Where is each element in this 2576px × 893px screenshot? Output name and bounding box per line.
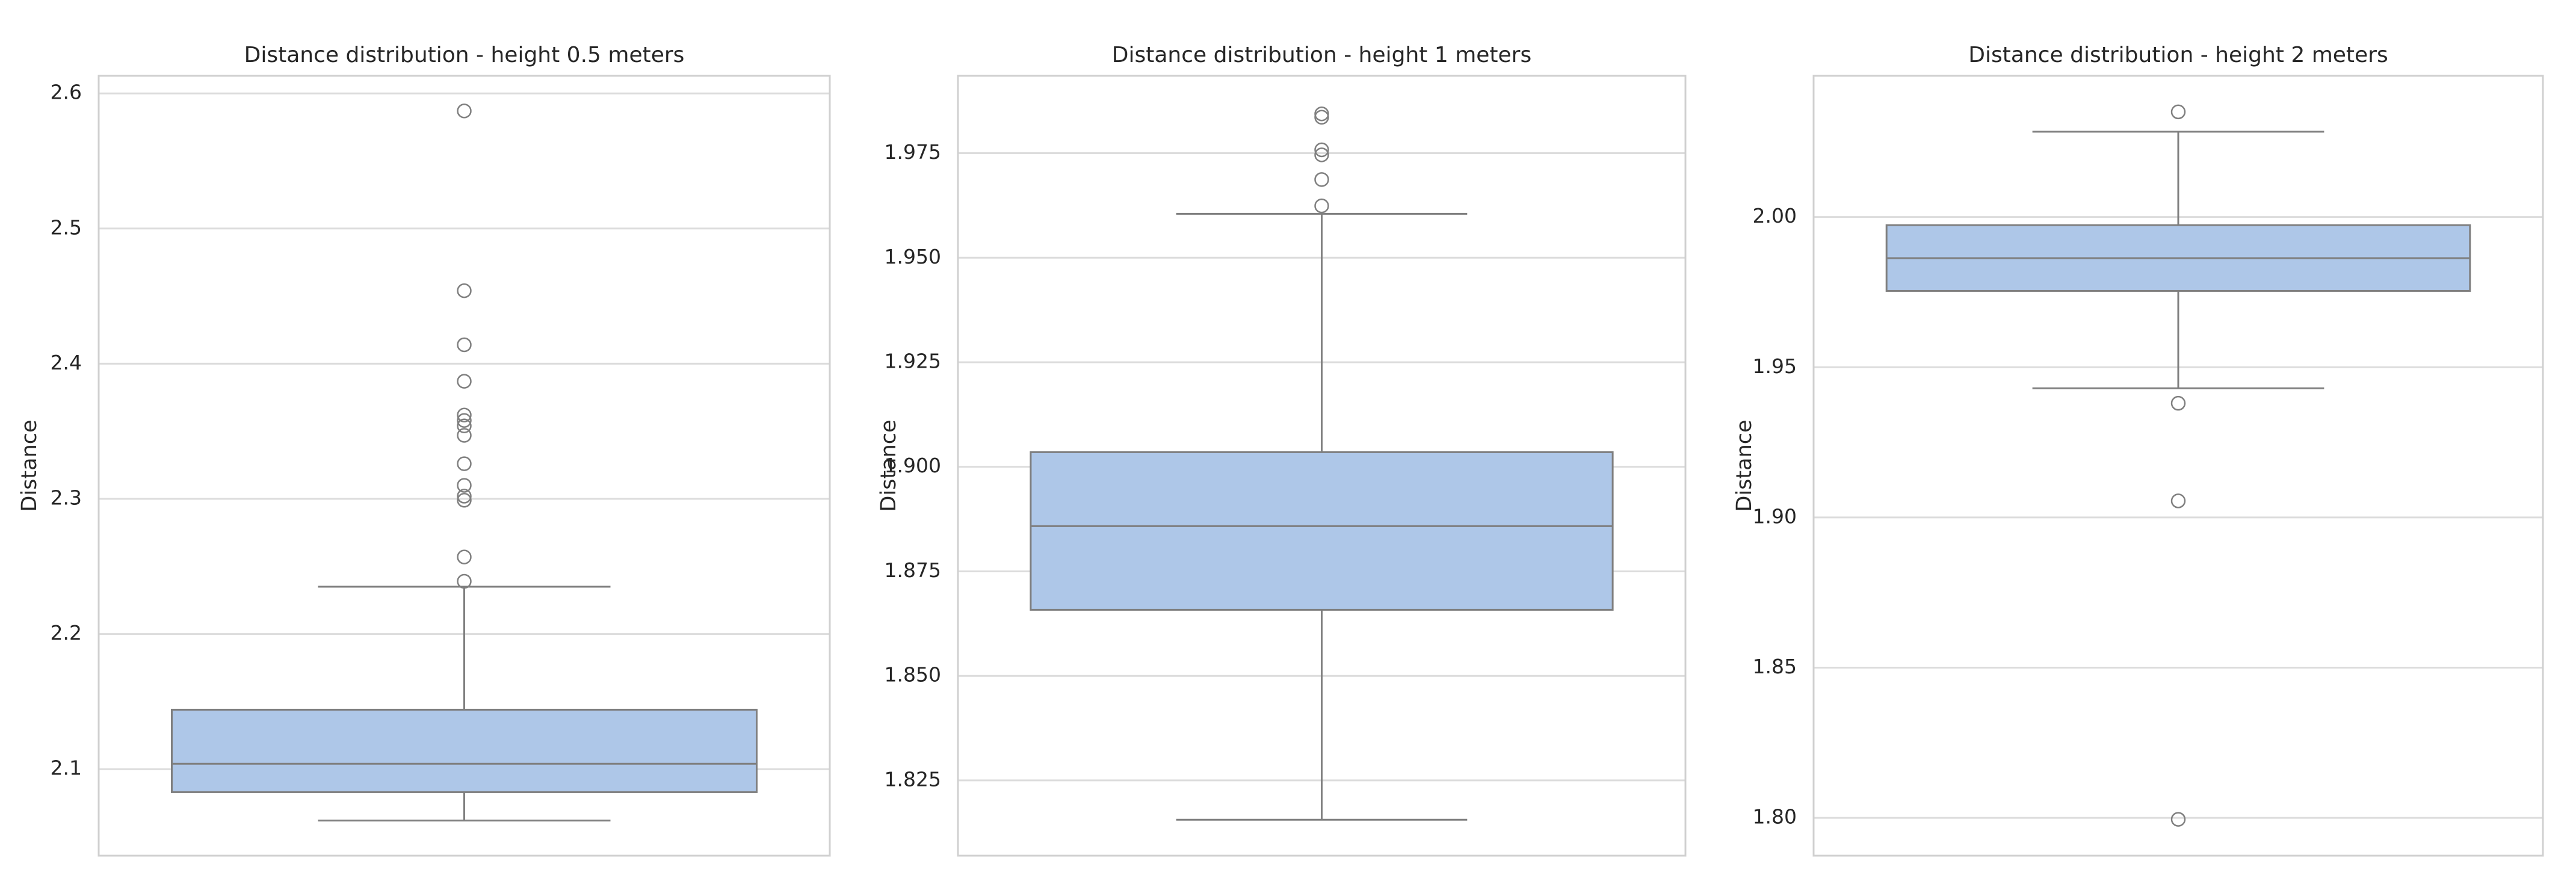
outlier xyxy=(457,549,472,564)
outlier xyxy=(2170,395,2186,411)
outlier xyxy=(457,407,472,423)
outlier xyxy=(457,283,472,298)
y-axis-label: Distance xyxy=(1732,419,1756,511)
outlier xyxy=(2170,812,2186,827)
y-tick-label: 2.1 xyxy=(51,756,82,780)
y-tick-label: 1.875 xyxy=(885,558,941,582)
outlier xyxy=(1314,172,1329,187)
y-tick-label: 1.85 xyxy=(1753,655,1797,678)
y-tick-label: 1.975 xyxy=(885,140,941,164)
outlier xyxy=(457,478,472,493)
y-tick-label: 1.900 xyxy=(885,454,941,477)
chart-title: Distance distribution - height 0.5 meter… xyxy=(244,43,685,67)
outlier xyxy=(457,418,472,433)
y-tick-label: 1.90 xyxy=(1753,504,1797,528)
y-tick-label: 2.5 xyxy=(51,215,82,239)
outlier xyxy=(457,573,472,589)
outlier xyxy=(1314,106,1329,122)
y-tick-label: 1.850 xyxy=(885,663,941,687)
outlier xyxy=(457,489,472,504)
y-tick-label: 2.00 xyxy=(1753,204,1797,227)
plot-frame xyxy=(957,75,1687,857)
plot-frame xyxy=(97,75,831,857)
outlier xyxy=(1314,147,1329,162)
y-tick-label: 1.95 xyxy=(1753,354,1797,378)
plot-frame xyxy=(1812,75,2544,857)
outlier xyxy=(2170,493,2186,508)
y-tick-label: 2.2 xyxy=(51,621,82,644)
outlier xyxy=(457,456,472,471)
box xyxy=(171,708,758,793)
outlier xyxy=(457,374,472,389)
chart-title: Distance distribution - height 2 meters xyxy=(1968,43,2388,67)
outlier xyxy=(2170,104,2186,120)
outlier xyxy=(457,493,472,508)
y-tick-label: 1.925 xyxy=(885,350,941,373)
box xyxy=(1030,451,1614,611)
y-tick-label: 1.825 xyxy=(885,767,941,791)
y-axis-label: Distance xyxy=(17,419,42,511)
outlier xyxy=(457,413,472,428)
chart-title: Distance distribution - height 1 meters xyxy=(1112,43,1531,67)
y-tick-label: 1.950 xyxy=(885,245,941,268)
outlier xyxy=(1314,142,1329,158)
y-tick-label: 1.80 xyxy=(1753,805,1797,829)
y-axis-label: Distance xyxy=(877,419,901,511)
outlier xyxy=(457,337,472,353)
outlier xyxy=(1314,110,1329,125)
y-tick-label: 2.6 xyxy=(51,81,82,104)
outlier xyxy=(457,104,472,119)
y-tick-label: 2.4 xyxy=(51,351,82,374)
y-tick-label: 2.3 xyxy=(51,486,82,510)
outlier xyxy=(1314,198,1329,214)
outlier xyxy=(457,428,472,443)
